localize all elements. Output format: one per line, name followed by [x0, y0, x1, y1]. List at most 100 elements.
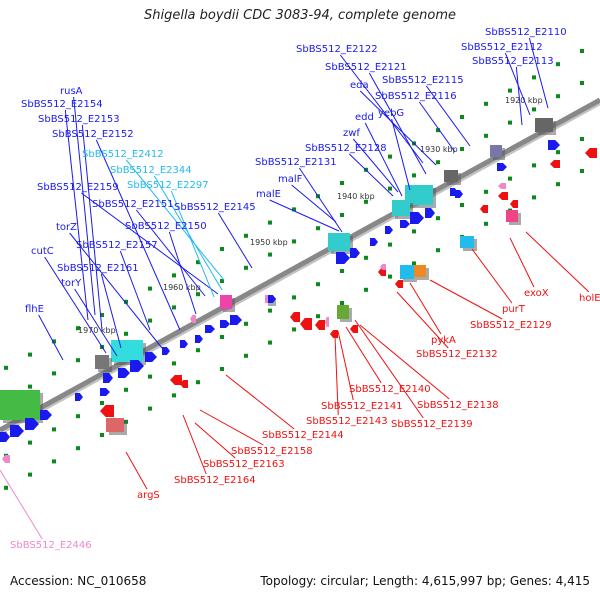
track-tick	[4, 365, 8, 370]
gene-label: SbBS512_E2143	[306, 416, 388, 427]
feature-box	[490, 145, 502, 157]
reverse-gene-arrow	[315, 320, 325, 330]
track-tick	[316, 226, 320, 231]
gene-leader-line	[100, 273, 122, 349]
track-tick	[148, 374, 152, 379]
gene-label: SbBS512_E2154	[21, 99, 103, 110]
gene-leader-line	[396, 291, 449, 349]
forward-gene-arrow	[336, 252, 350, 264]
track-tick	[412, 261, 416, 266]
reverse-gene-arrow	[290, 312, 300, 322]
track-tick	[532, 107, 536, 112]
track-tick	[436, 160, 440, 165]
track-tick	[532, 195, 536, 200]
track-tick	[436, 216, 440, 221]
gene-label: malF	[278, 174, 303, 185]
track-tick	[460, 115, 464, 119]
gene-leader-line	[0, 469, 43, 540]
track-tick	[436, 128, 440, 133]
feature-box	[460, 236, 474, 248]
track-tick	[244, 353, 248, 358]
gene-leader-line	[81, 124, 103, 331]
feature-box	[506, 210, 518, 222]
gene-leader-line	[391, 118, 411, 191]
scale-label: 1960 kbp	[163, 283, 201, 292]
gene-leader-line	[74, 288, 118, 357]
other-gene-arrow	[2, 455, 10, 463]
track-tick	[340, 269, 344, 273]
track-tick	[580, 49, 584, 53]
gene-label: flhE	[25, 304, 44, 315]
track-tick	[508, 176, 512, 181]
gene-label: SbBS512_E2141	[321, 401, 403, 412]
track-tick	[484, 189, 488, 194]
gene-leader-line	[429, 279, 503, 320]
track-tick	[532, 163, 536, 168]
reverse-gene-arrow	[300, 318, 312, 330]
gene-label: SbBS512_E2139	[391, 419, 473, 430]
track-tick	[220, 279, 224, 283]
gene-leader-line	[368, 72, 427, 175]
track-tick	[52, 427, 56, 432]
track-tick	[4, 485, 8, 490]
gene-leader-line	[425, 85, 471, 147]
scale-label: 1970 kbp	[78, 326, 116, 335]
track-tick	[532, 75, 536, 80]
track-tick	[148, 318, 152, 323]
forward-gene-arrow	[548, 140, 560, 150]
feature-box	[444, 170, 458, 182]
gene-label: SbBS512_E2161	[57, 263, 139, 274]
track-tick	[292, 207, 296, 212]
gene-leader-line	[352, 138, 399, 193]
track-tick	[76, 446, 80, 451]
track-tick	[388, 274, 392, 279]
gene-leader-line	[409, 282, 442, 335]
feature-box	[414, 265, 426, 277]
gene-label: SbBS512_E2446	[10, 540, 92, 551]
gene-label: eda	[350, 80, 369, 91]
track-tick	[484, 101, 488, 106]
gene-label: exoX	[524, 288, 549, 299]
gene-leader-line	[345, 326, 382, 384]
gene-leader-line	[194, 422, 236, 459]
track-tick	[196, 380, 200, 385]
forward-gene-arrow	[425, 208, 435, 218]
forward-gene-arrow	[400, 220, 410, 228]
gene-leader-line	[38, 314, 64, 361]
gene-label: holE	[579, 293, 600, 304]
reverse-gene-arrow	[480, 205, 488, 213]
reverse-gene-arrow	[395, 280, 403, 288]
forward-gene-arrow	[370, 238, 378, 246]
gene-label: torZ	[56, 222, 77, 233]
track-tick	[292, 295, 296, 300]
gene-label: zwf	[343, 128, 360, 139]
gene-leader-line	[525, 231, 590, 293]
forward-gene-arrow	[497, 163, 507, 171]
track-tick	[436, 248, 440, 253]
reverse-gene-arrow	[170, 375, 182, 385]
gene-label: yebG	[378, 108, 404, 119]
forward-gene-arrow	[195, 335, 203, 343]
forward-gene-arrow	[162, 347, 170, 355]
forward-gene-arrow	[10, 425, 24, 437]
gene-label: SbBS512_E2128	[305, 143, 387, 154]
track-tick	[292, 327, 296, 332]
reverse-gene-arrow	[100, 405, 114, 417]
track-tick	[76, 414, 80, 419]
gene-leader-line	[125, 451, 148, 490]
track-tick	[388, 186, 392, 191]
gene-leader-line	[364, 122, 403, 197]
gene-leader-line	[182, 414, 207, 475]
gene-label: SbBS512_E2110	[485, 27, 567, 38]
forward-gene-arrow	[385, 226, 393, 234]
track-tick	[268, 252, 272, 257]
track-tick	[460, 147, 464, 151]
gene-leader-line	[337, 330, 354, 401]
gene-label: SbBS512_E2157	[76, 240, 158, 251]
track-tick	[172, 393, 176, 398]
track-tick	[268, 220, 272, 225]
forward-gene-arrow	[230, 315, 242, 325]
gene-label: SbBS512_E2113	[472, 56, 554, 67]
track-tick	[148, 286, 152, 291]
